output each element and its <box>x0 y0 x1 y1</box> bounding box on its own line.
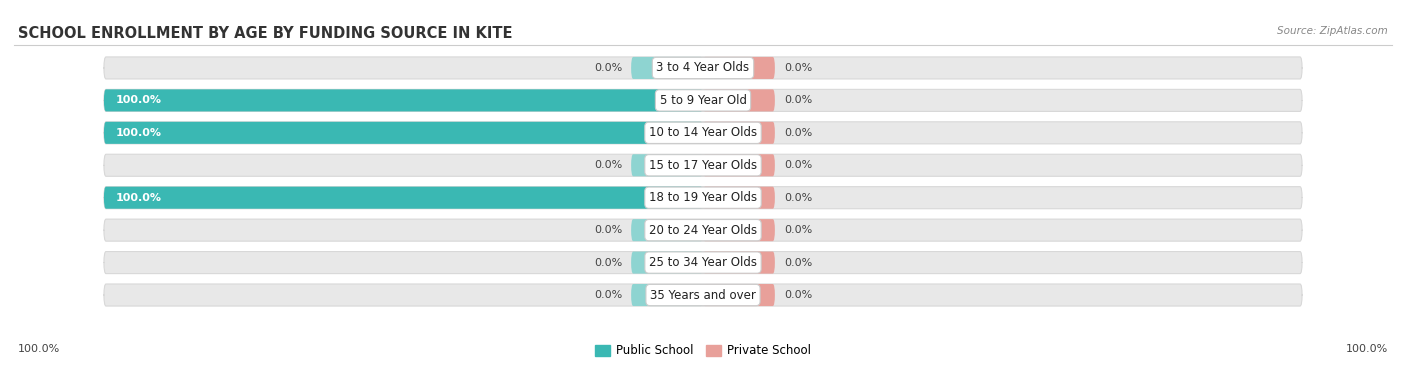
FancyBboxPatch shape <box>104 89 1302 112</box>
Text: 0.0%: 0.0% <box>785 160 813 170</box>
Text: 35 Years and over: 35 Years and over <box>650 288 756 302</box>
Text: 0.0%: 0.0% <box>785 257 813 268</box>
FancyBboxPatch shape <box>631 219 703 241</box>
FancyBboxPatch shape <box>104 187 703 209</box>
Text: 0.0%: 0.0% <box>593 225 621 235</box>
FancyBboxPatch shape <box>104 154 1302 176</box>
Text: 0.0%: 0.0% <box>785 290 813 300</box>
FancyBboxPatch shape <box>631 57 703 79</box>
Text: 5 to 9 Year Old: 5 to 9 Year Old <box>659 94 747 107</box>
Text: 0.0%: 0.0% <box>593 160 621 170</box>
FancyBboxPatch shape <box>631 284 703 306</box>
Text: 0.0%: 0.0% <box>593 63 621 73</box>
Text: Source: ZipAtlas.com: Source: ZipAtlas.com <box>1277 26 1388 37</box>
FancyBboxPatch shape <box>703 219 775 241</box>
Text: 3 to 4 Year Olds: 3 to 4 Year Olds <box>657 61 749 74</box>
Text: 100.0%: 100.0% <box>115 95 162 106</box>
FancyBboxPatch shape <box>703 187 775 209</box>
FancyBboxPatch shape <box>703 284 775 306</box>
Legend: Public School, Private School: Public School, Private School <box>595 344 811 357</box>
FancyBboxPatch shape <box>104 122 703 144</box>
FancyBboxPatch shape <box>104 122 1302 144</box>
Text: 0.0%: 0.0% <box>785 225 813 235</box>
FancyBboxPatch shape <box>703 122 775 144</box>
Text: 0.0%: 0.0% <box>785 95 813 106</box>
Text: 10 to 14 Year Olds: 10 to 14 Year Olds <box>650 126 756 139</box>
Text: SCHOOL ENROLLMENT BY AGE BY FUNDING SOURCE IN KITE: SCHOOL ENROLLMENT BY AGE BY FUNDING SOUR… <box>18 26 513 41</box>
Text: 20 to 24 Year Olds: 20 to 24 Year Olds <box>650 224 756 237</box>
FancyBboxPatch shape <box>631 154 703 176</box>
Text: 0.0%: 0.0% <box>785 63 813 73</box>
Text: 0.0%: 0.0% <box>593 290 621 300</box>
FancyBboxPatch shape <box>631 251 703 274</box>
FancyBboxPatch shape <box>104 251 1302 274</box>
FancyBboxPatch shape <box>703 251 775 274</box>
Text: 100.0%: 100.0% <box>18 344 60 354</box>
Text: 0.0%: 0.0% <box>785 128 813 138</box>
Text: 100.0%: 100.0% <box>115 128 162 138</box>
FancyBboxPatch shape <box>104 187 1302 209</box>
FancyBboxPatch shape <box>104 89 703 112</box>
Text: 18 to 19 Year Olds: 18 to 19 Year Olds <box>650 191 756 204</box>
Text: 100.0%: 100.0% <box>115 193 162 203</box>
Text: 100.0%: 100.0% <box>1346 344 1388 354</box>
Text: 0.0%: 0.0% <box>593 257 621 268</box>
Text: 0.0%: 0.0% <box>785 193 813 203</box>
FancyBboxPatch shape <box>703 89 775 112</box>
FancyBboxPatch shape <box>703 57 775 79</box>
Text: 25 to 34 Year Olds: 25 to 34 Year Olds <box>650 256 756 269</box>
FancyBboxPatch shape <box>104 284 1302 306</box>
FancyBboxPatch shape <box>104 219 1302 241</box>
FancyBboxPatch shape <box>104 57 1302 79</box>
FancyBboxPatch shape <box>703 154 775 176</box>
Text: 15 to 17 Year Olds: 15 to 17 Year Olds <box>650 159 756 172</box>
